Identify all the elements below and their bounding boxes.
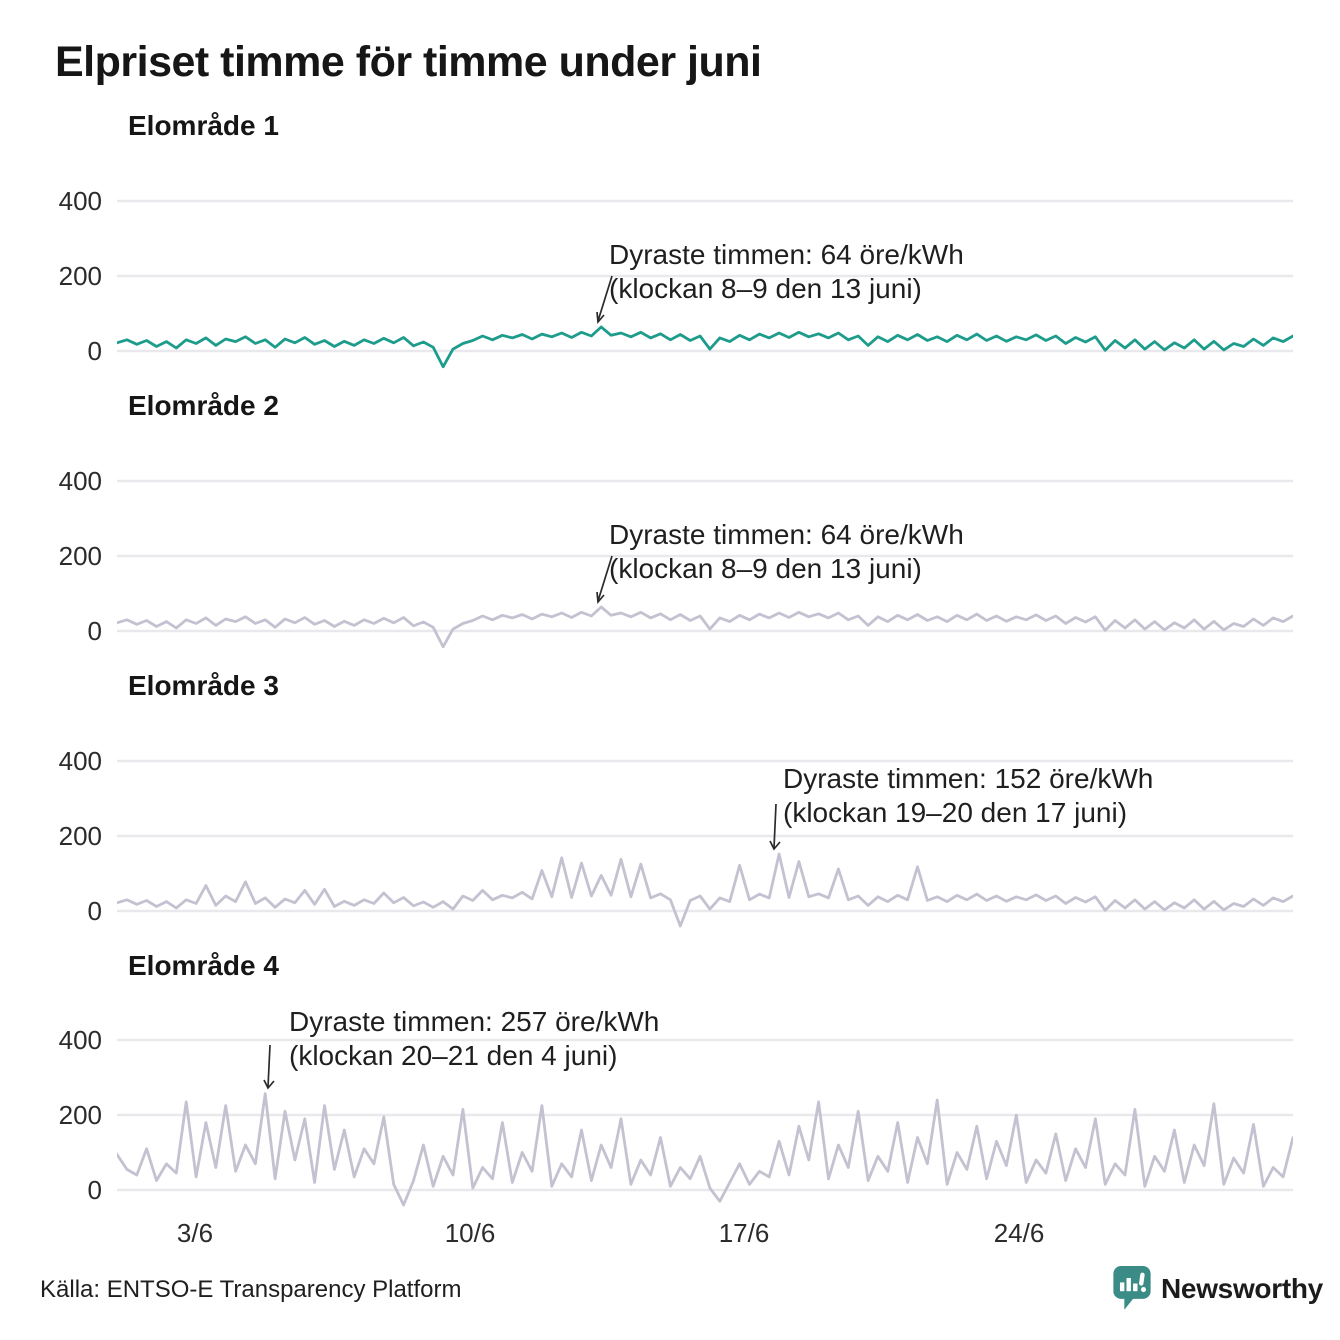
- panel-4-line-chart: [117, 1038, 1293, 1207]
- panel-4-plot: Dyraste timmen: 257 öre/kWh (klockan 20–…: [117, 1006, 1293, 1233]
- panel-4-ytick-200: 200: [58, 1100, 102, 1130]
- panel-2-annotation: Dyraste timmen: 64 öre/kWh (klockan 8–9 …: [609, 518, 964, 586]
- annotation-line2: (klockan 8–9 den 13 juni): [609, 273, 922, 304]
- newsworthy-bubble-icon: [1113, 1266, 1151, 1310]
- panel-1-ytick-200: 200: [58, 261, 102, 291]
- x-tick-24-6: 24/6: [993, 1218, 1045, 1248]
- annotation-arrow-icon: [263, 1044, 275, 1090]
- panel-2-line-chart: [117, 479, 1293, 649]
- panel-1-title: Elområde 1: [128, 110, 279, 141]
- panel-3-title: Elområde 3: [128, 670, 279, 701]
- panel-2-ytick-400: 400: [58, 466, 102, 496]
- annotation-line1: Dyraste timmen: 257 öre/kWh: [289, 1006, 660, 1037]
- annotation-arrow-icon: [596, 275, 613, 325]
- panel-1-plot: Dyraste timmen: 64 öre/kWh (klockan 8–9 …: [117, 170, 1293, 394]
- annotation-line2: (klockan 20–21 den 4 juni): [289, 1040, 618, 1071]
- x-axis: 3/6 10/6 17/6 24/6: [117, 1218, 1293, 1252]
- panel-3-annotation: Dyraste timmen: 152 öre/kWh (klockan 19–…: [783, 762, 1153, 830]
- panel-3-plot: Dyraste timmen: 152 öre/kWh (klockan 19–…: [117, 730, 1293, 954]
- annotation-line1: Dyraste timmen: 64 öre/kWh: [609, 519, 964, 550]
- panel-4-ytick-400: 400: [58, 1025, 102, 1055]
- panel-1-ytick-0: 0: [87, 336, 102, 366]
- panel-1-ytick-400: 400: [58, 186, 102, 216]
- panel-3-line-chart: [117, 759, 1293, 928]
- annotation-line2: (klockan 8–9 den 13 juni): [609, 553, 922, 584]
- panel-3-ytick-200: 200: [58, 821, 102, 851]
- panel-4-annotation: Dyraste timmen: 257 öre/kWh (klockan 20–…: [289, 1005, 659, 1073]
- panel-1-annotation: Dyraste timmen: 64 öre/kWh (klockan 8–9 …: [609, 238, 964, 306]
- panel-2-ytick-0: 0: [87, 616, 102, 646]
- x-tick-3-6: 3/6: [176, 1218, 214, 1248]
- x-tick-10-6: 10/6: [444, 1218, 496, 1248]
- panel-2-title: Elområde 2: [128, 390, 279, 421]
- source-credit: Källa: ENTSO-E Transparency Platform: [40, 1276, 462, 1303]
- panel-2-plot: Dyraste timmen: 64 öre/kWh (klockan 8–9 …: [117, 450, 1293, 674]
- annotation-arrow-icon: [596, 555, 613, 605]
- newsworthy-logo-text: Newsworthy: [1161, 1273, 1323, 1304]
- panel-2-ytick-200: 200: [58, 541, 102, 571]
- panel-3-ytick-0: 0: [87, 896, 102, 926]
- annotation-line1: Dyraste timmen: 64 öre/kWh: [609, 239, 964, 270]
- annotation-arrow-icon: [769, 803, 781, 851]
- panel-3-ytick-400: 400: [58, 746, 102, 776]
- annotation-line2: (klockan 19–20 den 17 juni): [783, 797, 1128, 828]
- newsworthy-logo: Newsworthy: [1112, 1266, 1323, 1312]
- annotation-line1: Dyraste timmen: 152 öre/kWh: [783, 763, 1154, 794]
- panel-1-line-chart: [117, 199, 1293, 369]
- panel-4-title: Elområde 4: [128, 950, 279, 981]
- page-title: Elpriset timme för timme under juni: [55, 38, 762, 86]
- panel-4-ytick-0: 0: [87, 1175, 102, 1205]
- x-tick-17-6: 17/6: [718, 1218, 770, 1248]
